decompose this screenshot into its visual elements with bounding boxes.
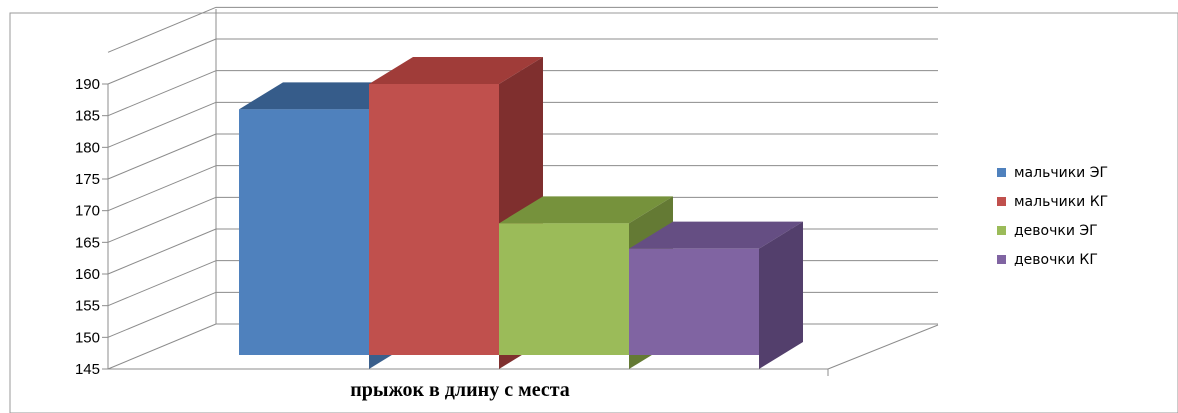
x-axis-label: прыжок в длину с места	[350, 379, 570, 401]
side-grid-line	[107, 70, 217, 117]
legend-item-1: мальчики ЭГ	[997, 165, 1108, 181]
y-tick-label: 150	[75, 329, 100, 346]
bar-4	[629, 221, 803, 369]
y-tick-label: 165	[75, 234, 100, 251]
side-grid-line	[107, 196, 217, 243]
legend-label: мальчики КГ	[1014, 194, 1108, 210]
legend-label: девочки КГ	[1014, 252, 1098, 268]
side-grid-line	[107, 228, 217, 275]
legend-item-2: мальчики КГ	[997, 194, 1108, 210]
y-tick-label: 170	[75, 203, 100, 220]
y-tick-label: 190	[75, 76, 100, 93]
legend-item-4: девочки КГ	[997, 252, 1098, 268]
legend-swatch	[997, 168, 1006, 177]
y-tick-label: 180	[75, 139, 100, 156]
side-grid-line	[107, 260, 217, 307]
bar-side	[759, 221, 803, 369]
side-grid-line	[107, 6, 217, 53]
legend-label: мальчики ЭГ	[1014, 165, 1108, 181]
y-tick-label: 185	[75, 108, 100, 125]
y-tick-label: 145	[75, 361, 100, 378]
bar-top	[499, 196, 673, 224]
bar-front	[499, 223, 629, 355]
legend-swatch	[997, 197, 1006, 206]
y-tick-label: 175	[75, 171, 100, 188]
legend-item-3: девочки ЭГ	[997, 223, 1098, 239]
side-grid-line	[107, 165, 217, 212]
legend-swatch	[997, 255, 1006, 264]
y-tick-label: 160	[75, 266, 100, 283]
plot-border	[9, 12, 1178, 413]
bar-front	[629, 248, 759, 355]
bars-layer	[239, 57, 803, 369]
floor-right-edge	[827, 324, 939, 370]
side-grid-line	[107, 133, 217, 180]
side-grid-line	[107, 101, 217, 148]
bar-front	[369, 84, 499, 355]
legend: мальчики ЭГ мальчики КГ девочки ЭГ девочки …	[997, 165, 1108, 268]
legend-label: девочки ЭГ	[1014, 223, 1098, 239]
legend-swatch	[997, 226, 1006, 235]
bar-top	[629, 221, 803, 249]
side-grid-line	[107, 323, 217, 370]
y-tick-label: 155	[75, 298, 100, 315]
bar-front	[239, 109, 369, 355]
axis-layer: 145 150 155 160 165 170 175 180 185 190	[75, 76, 109, 378]
side-grid-line	[107, 291, 217, 338]
bar-top	[369, 57, 543, 84]
side-grid-line	[107, 38, 217, 85]
